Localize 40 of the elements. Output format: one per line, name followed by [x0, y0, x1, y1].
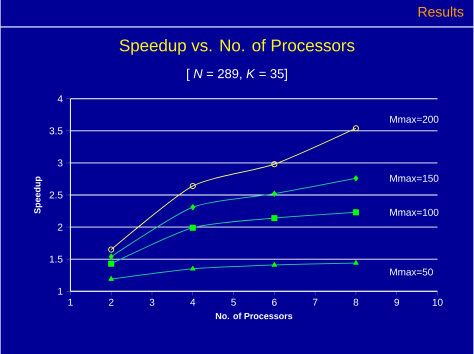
y-tick-label: 4: [58, 95, 63, 102]
x-tick-label: 6: [272, 298, 277, 306]
text: Mmax=50: [390, 268, 433, 276]
point: [271, 215, 278, 222]
y-tick-label: 2: [58, 224, 62, 231]
x-tick-label: 3: [150, 298, 154, 306]
point: [352, 209, 359, 216]
point: [190, 224, 196, 231]
point: [354, 175, 358, 182]
text: Mmax=150: [390, 174, 438, 182]
y-axis-title: Speedup: [34, 176, 42, 214]
point: [108, 254, 114, 260]
x-tick-label: 5: [231, 298, 236, 306]
text: Mmax=200: [390, 116, 438, 123]
y-tick-label: 3: [58, 159, 62, 166]
y-tick-label: 1: [58, 288, 62, 295]
y-tick-label: 1.5: [50, 256, 63, 263]
y-tick-label: 3.5: [49, 127, 63, 134]
point: [190, 204, 196, 210]
point: [353, 260, 359, 265]
x-axis-title: No. of Processors: [216, 312, 292, 320]
x-tick-label: 4: [190, 298, 196, 306]
point: [190, 182, 196, 190]
chart-subtitle: [ N = 289, K = 35]: [187, 68, 287, 81]
text: Mmax=100: [390, 208, 438, 216]
x-tick-label: 8: [354, 298, 358, 306]
point: [272, 190, 277, 197]
y-tick-label: 2.5: [50, 191, 63, 198]
point: [271, 161, 278, 168]
point: [108, 260, 114, 267]
x-tick-label: 10: [432, 298, 443, 306]
x-tick-label: 9: [394, 298, 400, 306]
point: [272, 262, 278, 267]
x-tick-label: 7: [312, 298, 318, 306]
x-tick-label: 1: [68, 298, 73, 306]
x-tick-label: 2: [108, 298, 114, 306]
point: [190, 266, 196, 271]
point: [108, 276, 114, 281]
text: Results: [418, 6, 464, 17]
chart-title: Speedup vs. No. of Processors: [120, 38, 354, 55]
